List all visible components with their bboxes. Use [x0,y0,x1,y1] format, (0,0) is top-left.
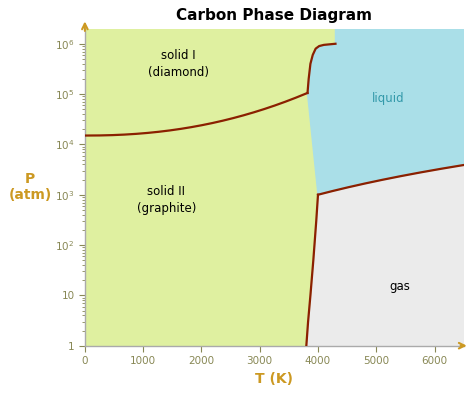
Polygon shape [85,29,336,346]
Polygon shape [85,29,464,346]
Y-axis label: P
(atm): P (atm) [9,172,52,202]
Title: Carbon Phase Diagram: Carbon Phase Diagram [176,8,372,23]
Text: liquid: liquid [372,93,404,106]
X-axis label: T (K): T (K) [255,372,293,386]
Text: gas: gas [389,280,410,293]
Text: solid I
(diamond): solid I (diamond) [147,49,209,79]
Polygon shape [308,29,464,195]
Text: solid II
(graphite): solid II (graphite) [137,185,196,215]
